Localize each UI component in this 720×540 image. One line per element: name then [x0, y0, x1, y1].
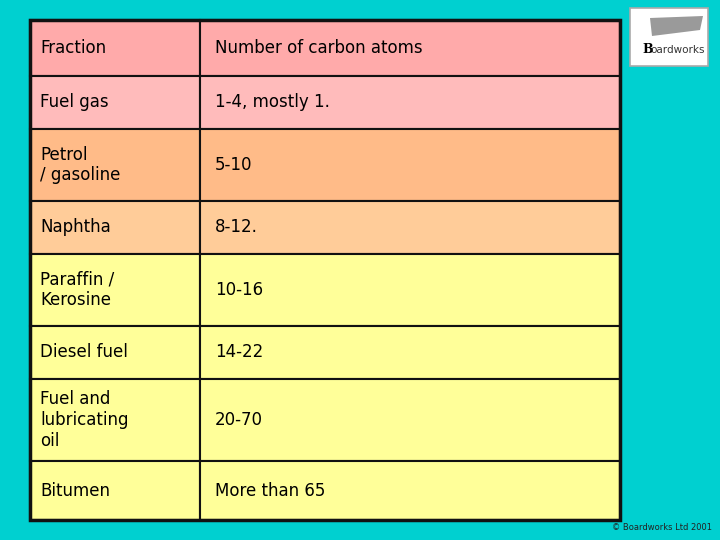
Text: 5-10: 5-10 [215, 156, 253, 174]
Text: 1-4, mostly 1.: 1-4, mostly 1. [215, 93, 330, 111]
Bar [30, 326, 200, 379]
Text: Diesel fuel: Diesel fuel [40, 343, 128, 361]
Bar [30, 462, 200, 520]
Text: oardworks: oardworks [650, 45, 704, 55]
Bar [200, 379, 620, 462]
Text: 10-16: 10-16 [215, 281, 263, 299]
Bar [200, 462, 620, 520]
Bar [200, 20, 620, 76]
Polygon shape [650, 16, 703, 36]
Text: B: B [642, 43, 652, 56]
Bar [200, 326, 620, 379]
Text: Naphtha: Naphtha [40, 219, 111, 237]
Text: 20-70: 20-70 [215, 411, 263, 429]
Text: 14-22: 14-22 [215, 343, 264, 361]
Bar [630, 8, 708, 66]
Text: Petrol
/ gasoline: Petrol / gasoline [40, 146, 120, 184]
Bar [30, 379, 200, 462]
Text: More than 65: More than 65 [215, 482, 325, 500]
Text: Fraction: Fraction [40, 39, 106, 57]
Bar [30, 254, 200, 326]
Text: Bitumen: Bitumen [40, 482, 110, 500]
Bar [30, 20, 200, 76]
Text: 8-12.: 8-12. [215, 219, 258, 237]
Bar [200, 76, 620, 129]
Text: Paraffin /
Kerosine: Paraffin / Kerosine [40, 271, 114, 309]
Text: Fuel and
lubricating
oil: Fuel and lubricating oil [40, 390, 128, 450]
Text: Number of carbon atoms: Number of carbon atoms [215, 39, 423, 57]
Text: Fuel gas: Fuel gas [40, 93, 109, 111]
Text: © Boardworks Ltd 2001: © Boardworks Ltd 2001 [612, 523, 712, 532]
Bar [30, 129, 200, 201]
Bar [200, 129, 620, 201]
Bar [200, 201, 620, 254]
Bar [200, 254, 620, 326]
Bar [30, 201, 200, 254]
Bar [30, 76, 200, 129]
Bar [30, 20, 620, 520]
